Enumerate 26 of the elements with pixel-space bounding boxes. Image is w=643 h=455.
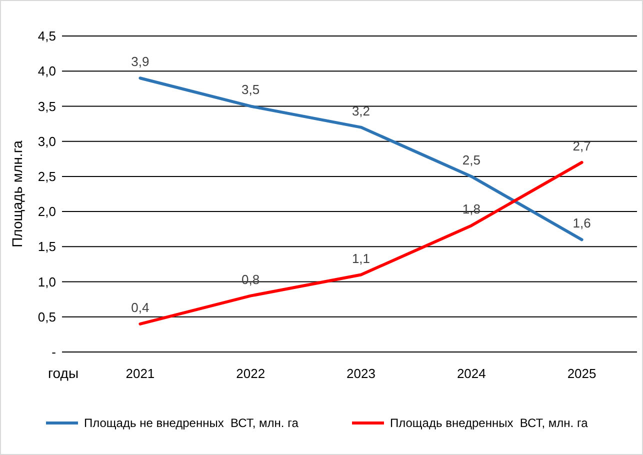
x-tick-label: 2023 (346, 366, 376, 381)
y-tick-label: 2,5 (38, 168, 56, 184)
y-axis-title: Площадь млн.га (9, 140, 25, 248)
y-tick-label: - (52, 344, 56, 360)
data-label: 3,2 (352, 103, 370, 118)
x-axis-title: годы (48, 365, 79, 381)
legend-label: Площадь внедренных ВСТ, млн. га (390, 416, 588, 430)
data-label: 3,5 (242, 82, 260, 98)
x-tick-label: 2024 (456, 366, 486, 381)
y-tick-label: 2,0 (38, 204, 56, 220)
legend-label: Площадь не внедренных ВСТ, млн. га (84, 416, 299, 430)
y-tick-label: 1,0 (38, 274, 56, 290)
x-tick-label: 2021 (126, 366, 155, 381)
data-label: 0,4 (131, 300, 150, 315)
data-label: 1,1 (352, 250, 370, 266)
y-tick-label: 3,0 (38, 134, 56, 149)
data-label: 3,9 (131, 54, 150, 70)
data-label: 1,6 (572, 216, 591, 231)
x-tick-label: 2022 (236, 366, 266, 381)
y-tick-label: 4,5 (38, 28, 56, 44)
y-tick-label: 3,5 (38, 98, 56, 114)
y-tick-label: 4,0 (38, 64, 56, 79)
y-tick-label: 1,5 (38, 239, 56, 254)
data-label: 2,5 (462, 152, 480, 168)
y-tick-label: 0,5 (38, 309, 56, 324)
x-tick-label: 2025 (567, 366, 596, 381)
